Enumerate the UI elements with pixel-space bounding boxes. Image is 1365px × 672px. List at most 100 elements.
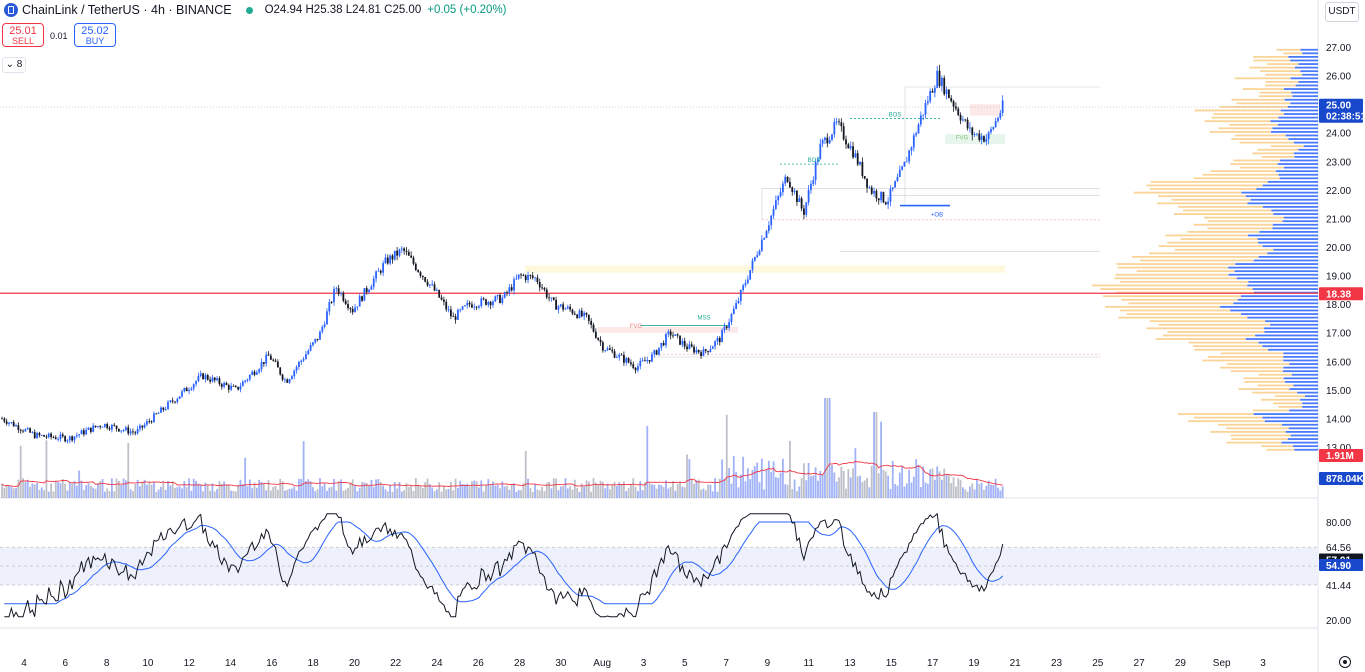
volume-bar (770, 471, 773, 498)
candle-down (590, 320, 593, 325)
volume-bar (181, 488, 183, 498)
volume-bar (312, 487, 314, 498)
spread-value: 0.01 (50, 31, 68, 41)
candle-up (326, 311, 328, 325)
candle-up (646, 360, 649, 362)
volume-bar (840, 466, 843, 498)
volume-bar (915, 459, 918, 498)
candle-down (704, 349, 707, 352)
volume-bar (536, 489, 539, 498)
volume-bar (753, 466, 756, 498)
profile-bar-down (1157, 202, 1248, 205)
price-tick-label: 14.00 (1326, 414, 1351, 425)
candle-up (298, 362, 300, 367)
profile-bar-down (1235, 134, 1286, 137)
profile-bar-down (1240, 166, 1285, 169)
rsi-pane (0, 512, 1318, 619)
time-tick-label: 12 (184, 658, 196, 669)
sell-button[interactable]: 25.01 SELL (2, 23, 44, 47)
level-badge-text: 18.38 (1326, 289, 1351, 300)
candle-down (608, 348, 611, 350)
volume-bar (973, 489, 976, 498)
profile-bar-up (1284, 166, 1318, 169)
volume-bar (625, 491, 628, 498)
candle-down (349, 308, 352, 309)
currency-selector[interactable]: USDT (1325, 2, 1359, 22)
candle-up (40, 435, 43, 436)
candle-up (309, 345, 312, 351)
candle-down (407, 252, 410, 256)
candle-down (840, 122, 843, 127)
candle-up (854, 153, 857, 158)
profile-bar-up (1236, 277, 1318, 280)
volume-bar (791, 489, 794, 498)
profile-bar-down (1139, 259, 1254, 262)
volume-bar (419, 486, 422, 498)
volume-bar (952, 477, 955, 498)
price-tick-label: 19.00 (1326, 272, 1351, 283)
candle-up (26, 428, 29, 430)
candle-up (80, 430, 83, 435)
volume-bar (877, 473, 880, 498)
candle-up (985, 139, 988, 142)
volume-bar (99, 480, 102, 498)
volume-bar (8, 485, 10, 498)
volume-bar (529, 488, 532, 498)
profile-bar-down (1116, 291, 1254, 294)
profile-bar-down (1132, 256, 1259, 258)
candle-down (971, 127, 974, 135)
volume-bar (641, 490, 644, 498)
volume-bar (255, 487, 258, 498)
volume-bar (524, 450, 527, 498)
volume-bar (85, 485, 88, 498)
volume-bar (167, 480, 169, 498)
volume-bar (955, 486, 957, 498)
candle-down (344, 300, 347, 305)
annotations: BOS BOS MSS FVG FVG +OB (630, 112, 969, 329)
candle-up (681, 340, 684, 345)
candle-up (258, 369, 261, 373)
candle-down (931, 91, 934, 93)
candle-down (391, 255, 394, 260)
candle-down (580, 310, 583, 317)
indicators-toggle[interactable]: ⌄ 8 (2, 57, 26, 73)
profile-bar-up (1277, 163, 1318, 165)
candle-down (882, 191, 885, 203)
candle-up (812, 180, 815, 185)
candle-up (143, 424, 146, 428)
volume-bar (756, 462, 759, 498)
candle-down (43, 435, 45, 437)
volume-bar (244, 457, 247, 498)
profile-bar-up (1262, 206, 1318, 208)
volume-bar (333, 478, 335, 498)
candle-up (751, 260, 754, 271)
candle-up (122, 430, 125, 431)
volume-bar (253, 482, 256, 498)
volume-bar (66, 490, 69, 498)
volume-bar (457, 487, 459, 498)
volume-bar (983, 489, 985, 498)
volume-bar (679, 481, 681, 498)
profile-bar-down (1133, 191, 1242, 194)
candle-down (620, 354, 623, 356)
profile-bar-down (1126, 313, 1241, 315)
candle-down (410, 255, 413, 258)
profile-bar-up (1293, 384, 1318, 387)
buy-button[interactable]: 25.02 BUY (74, 23, 116, 47)
time-tick-label: 8 (104, 658, 110, 669)
volume-bar (358, 488, 361, 498)
candle-up (1001, 100, 1004, 114)
volume-bar (136, 479, 139, 498)
gear-icon[interactable] (1339, 656, 1351, 668)
candle-up (265, 354, 268, 364)
candle-up (248, 374, 251, 380)
profile-bar-down (1253, 59, 1291, 62)
volume-bar (234, 491, 237, 498)
volume-bar (531, 491, 534, 498)
volume-bar (183, 481, 186, 498)
candle-down (424, 277, 427, 282)
volume-bar (587, 481, 590, 498)
symbol-title[interactable]: ChainLink / TetherUS · 4h · BINANCE (22, 3, 232, 17)
profile-bar-down (1267, 63, 1299, 65)
